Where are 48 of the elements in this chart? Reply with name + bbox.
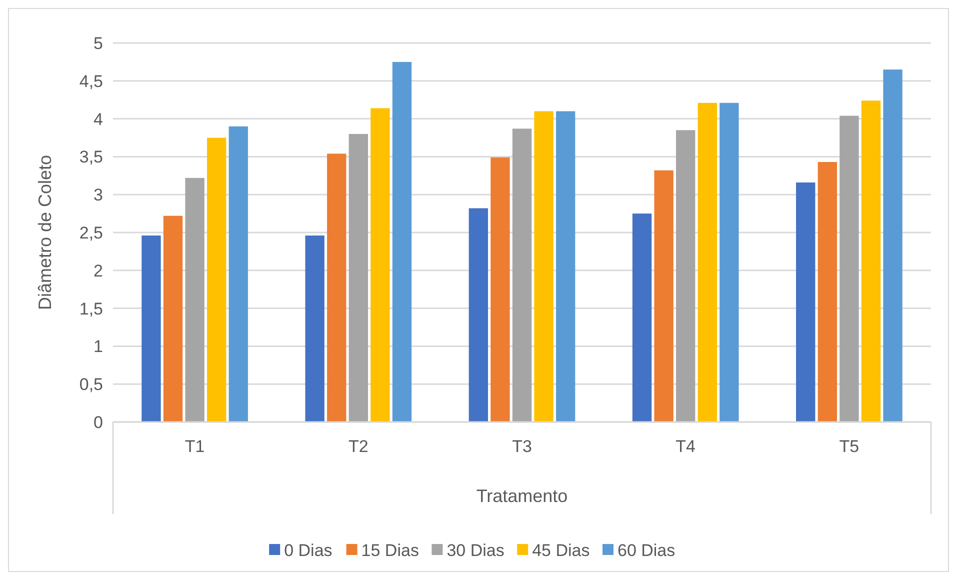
y-tick-label: 0 [94, 412, 103, 432]
bar [490, 157, 510, 422]
bar [370, 108, 390, 422]
bar [207, 138, 226, 422]
bar [327, 154, 346, 422]
legend-label: 30 Dias [446, 540, 504, 560]
y-tick-label: 2 [94, 261, 103, 280]
bar [185, 178, 204, 422]
y-tick-label: 1 [94, 337, 103, 356]
bar [861, 100, 881, 422]
bar [142, 236, 161, 422]
legend-label: 15 Dias [361, 540, 419, 560]
x-tick-label: T5 [839, 437, 860, 456]
bar [534, 111, 554, 422]
y-axis-title: Diâmetro de Coleto [35, 154, 55, 310]
legend-label: 0 Dias [284, 540, 332, 560]
x-tick-label: T4 [676, 437, 696, 456]
bar [654, 170, 674, 422]
bar [348, 134, 368, 422]
y-tick-label: 2,5 [79, 223, 103, 242]
bar [468, 208, 488, 422]
y-tick-label: 1,5 [79, 299, 103, 318]
y-tick-label: 4,5 [79, 72, 103, 91]
bar [883, 70, 902, 422]
legend-label: 45 Dias [532, 540, 590, 560]
x-tick-label: T2 [348, 437, 368, 456]
bar [698, 102, 717, 422]
bar [163, 216, 183, 422]
y-tick-label: 0,5 [79, 375, 103, 394]
legend-label: 60 Dias [618, 540, 676, 560]
y-tick-label: 3,5 [79, 148, 103, 167]
bar [228, 126, 248, 422]
bar [796, 182, 816, 422]
y-tick-label: 5 [94, 34, 103, 53]
bar [676, 130, 696, 422]
x-tick-label: T3 [512, 437, 532, 456]
y-tick-label: 4 [94, 110, 103, 129]
bar [305, 236, 324, 422]
bar [840, 116, 859, 422]
bar [720, 102, 739, 422]
bar [556, 111, 576, 422]
bar [512, 128, 532, 422]
bar [632, 214, 652, 422]
y-tick-label: 3 [94, 186, 103, 205]
x-tick-label: T1 [184, 437, 205, 456]
x-axis-title: Tratamento [476, 486, 568, 506]
bar [818, 162, 837, 422]
bar [392, 62, 412, 422]
